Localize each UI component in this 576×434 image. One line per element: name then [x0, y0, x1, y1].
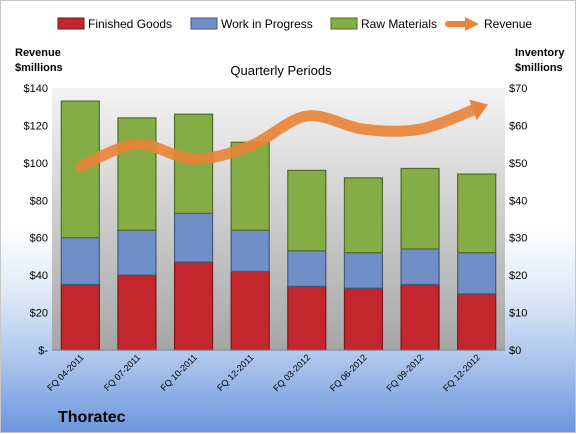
- bar-raw-materials: [288, 170, 326, 250]
- bar-raw-materials: [344, 178, 382, 253]
- right-axis-title-line2: $millions: [515, 62, 563, 74]
- category-label: FQ 10-2011: [158, 352, 199, 393]
- right-tick-label: $10: [509, 308, 527, 320]
- left-tick-label: $120: [24, 120, 48, 132]
- bar-finished-goods: [344, 288, 382, 350]
- left-tick-label: $-: [38, 345, 48, 357]
- left-tick-label: $80: [30, 195, 48, 207]
- bar-finished-goods: [288, 286, 326, 350]
- bar-raw-materials: [401, 168, 439, 248]
- left-tick-label: $100: [24, 158, 48, 170]
- left-tick-label: $60: [30, 233, 48, 245]
- left-tick-label: $40: [30, 270, 48, 282]
- bar-work-in-progress: [231, 230, 269, 271]
- right-axis: $0 $10 $20 $30 $40 $50 $60 $70: [509, 83, 527, 357]
- company-name: Thoratec: [58, 409, 126, 426]
- right-tick-label: $0: [509, 345, 521, 357]
- bar-raw-materials: [458, 174, 496, 253]
- category-label: FQ 03-2012: [271, 352, 312, 393]
- left-tick-label: $20: [30, 308, 48, 320]
- legend-label-revenue: Revenue: [484, 17, 532, 31]
- bar-finished-goods: [61, 285, 99, 351]
- bar-raw-materials: [118, 118, 156, 230]
- legend-swatch-finished-goods: [58, 18, 84, 29]
- right-tick-label: $30: [509, 233, 527, 245]
- bar-work-in-progress: [458, 253, 496, 294]
- chart-subtitle: Quarterly Periods: [230, 63, 332, 78]
- bar-work-in-progress: [344, 253, 382, 289]
- bar-finished-goods: [118, 275, 156, 350]
- legend-swatch-raw-materials: [331, 18, 357, 29]
- right-tick-label: $50: [509, 158, 527, 170]
- bar-work-in-progress: [175, 213, 213, 262]
- category-label: FQ 06-2012: [328, 352, 369, 393]
- bar-finished-goods: [401, 285, 439, 351]
- legend-label-finished-goods: Finished Goods: [88, 17, 172, 31]
- legend: Finished Goods Work in Progress Raw Mate…: [58, 17, 532, 31]
- category-label: FQ 09-2012: [384, 352, 425, 393]
- category-axis: FQ 04-2011 FQ 07-2011 FQ 10-2011 FQ 12-2011…: [45, 352, 482, 393]
- bar-finished-goods: [175, 262, 213, 350]
- category-label: FQ 12-2011: [215, 352, 256, 393]
- bar-work-in-progress: [61, 238, 99, 285]
- left-axis-title-line2: $millions: [15, 62, 63, 74]
- right-tick-label: $20: [509, 270, 527, 282]
- category-label: FQ 04-2011: [45, 352, 86, 393]
- category-label: FQ 07-2011: [102, 352, 143, 393]
- legend-swatch-work-in-progress: [191, 18, 217, 29]
- bar-work-in-progress: [288, 251, 326, 287]
- right-tick-label: $40: [509, 195, 527, 207]
- right-tick-label: $60: [509, 120, 527, 132]
- left-axis: $- $20 $40 $60 $80 $100 $120 $140: [24, 83, 49, 357]
- legend-label-work-in-progress: Work in Progress: [221, 17, 313, 31]
- left-tick-label: $140: [24, 83, 48, 95]
- right-tick-label: $70: [509, 83, 527, 95]
- bar-finished-goods: [231, 271, 269, 350]
- legend-label-raw-materials: Raw Materials: [361, 17, 437, 31]
- bar-work-in-progress: [401, 249, 439, 285]
- left-axis-title-line1: Revenue: [15, 47, 61, 59]
- category-label: FQ 12-2012: [441, 352, 482, 393]
- right-axis-title-line1: Inventory: [515, 47, 565, 59]
- bar-finished-goods: [458, 294, 496, 350]
- legend-swatch-revenue: [448, 17, 479, 31]
- bar-work-in-progress: [118, 230, 156, 275]
